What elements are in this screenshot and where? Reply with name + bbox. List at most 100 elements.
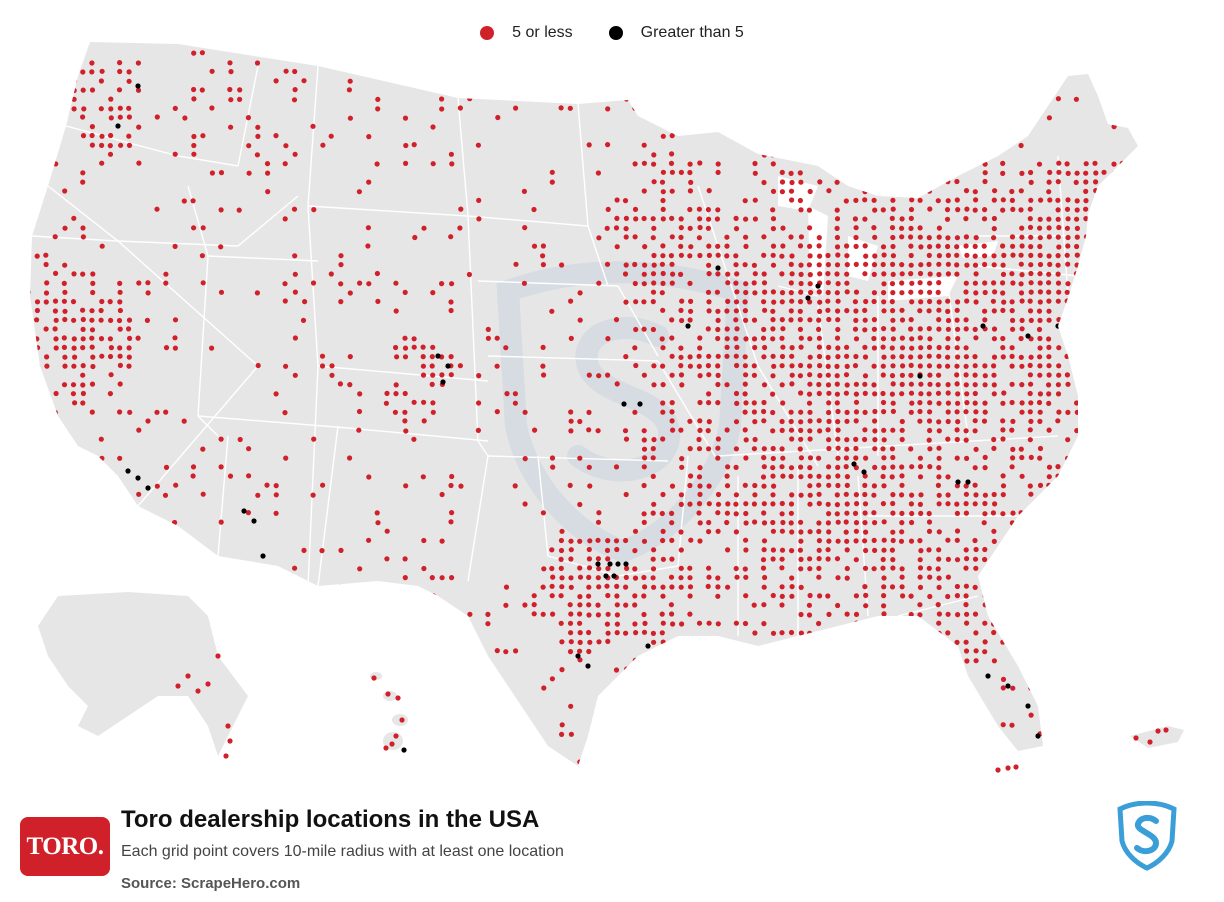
dealership-dot bbox=[991, 391, 997, 397]
dealership-dot bbox=[954, 262, 960, 268]
dealership-dot bbox=[1083, 216, 1089, 222]
dealership-dot bbox=[751, 602, 757, 608]
dealership-dot bbox=[1037, 354, 1043, 360]
dealership-dot bbox=[779, 657, 785, 663]
dealership-dot bbox=[853, 161, 859, 167]
dealership-dot bbox=[420, 354, 426, 360]
dealership-dot bbox=[1092, 308, 1099, 314]
dealership-dot bbox=[650, 50, 657, 56]
dealership-dot bbox=[816, 538, 823, 544]
dealership-dot bbox=[853, 261, 859, 267]
dealership-dot bbox=[1000, 593, 1007, 599]
dealership-dot bbox=[567, 620, 574, 626]
dealership-dot bbox=[1110, 556, 1116, 562]
dealership-dot bbox=[909, 280, 915, 286]
dealership-dot bbox=[71, 96, 77, 102]
dealership-dot bbox=[117, 280, 123, 286]
dealership-dot bbox=[1009, 584, 1016, 590]
dealership-dot bbox=[292, 372, 298, 378]
dealership-dot bbox=[982, 602, 988, 608]
dealership-dot bbox=[972, 280, 979, 286]
dealership-dot bbox=[743, 216, 749, 222]
dealership-dot bbox=[384, 528, 390, 534]
dealership-dot bbox=[844, 289, 850, 295]
dealership-dot bbox=[1000, 436, 1006, 442]
dealership-dot bbox=[816, 556, 822, 562]
dealership-dot bbox=[890, 253, 897, 259]
dealership-dot bbox=[972, 382, 978, 388]
dealership-dot bbox=[586, 556, 593, 562]
dealership-dot bbox=[954, 501, 960, 507]
dealership-dot bbox=[899, 574, 905, 580]
dealership-dot bbox=[779, 290, 786, 296]
dealership-dot bbox=[1129, 77, 1136, 83]
dealership-dot bbox=[53, 161, 59, 167]
dealership-dot bbox=[917, 280, 923, 286]
dealership-dot bbox=[116, 317, 123, 324]
dealership-dot bbox=[209, 68, 215, 74]
dealership-dot bbox=[1163, 727, 1169, 733]
dealership-dot bbox=[402, 575, 408, 581]
dealership-dot bbox=[862, 179, 868, 186]
dealership-dot bbox=[1102, 271, 1108, 277]
dealership-dot bbox=[917, 418, 923, 424]
dealership-dot bbox=[678, 243, 684, 249]
dealership-dot bbox=[126, 69, 132, 75]
dealership-dot bbox=[1025, 333, 1031, 339]
dealership-dot bbox=[917, 400, 923, 406]
dealership-dot bbox=[1110, 483, 1116, 489]
dealership-dot bbox=[540, 611, 546, 617]
dealership-dot bbox=[614, 546, 620, 553]
dealership-dot bbox=[835, 538, 841, 544]
dealership-dot bbox=[715, 648, 721, 654]
dealership-dot bbox=[945, 492, 951, 498]
dealership-dot bbox=[963, 317, 969, 323]
dealership-dot bbox=[788, 317, 794, 323]
dealership-dot bbox=[495, 114, 501, 121]
dealership-dot bbox=[945, 298, 951, 304]
dealership-dot bbox=[715, 317, 721, 323]
dealership-dot bbox=[715, 161, 721, 167]
dealership-dot bbox=[668, 160, 675, 166]
dealership-dot bbox=[863, 261, 869, 267]
dealership-dot bbox=[945, 243, 951, 250]
dealership-dot bbox=[954, 317, 960, 323]
dealership-dot bbox=[125, 468, 131, 474]
dealership-dot bbox=[494, 363, 500, 369]
dealership-dot bbox=[126, 142, 133, 148]
dealership-dot bbox=[670, 621, 676, 627]
dealership-dot bbox=[742, 482, 748, 488]
dealership-dot bbox=[624, 666, 630, 672]
dealership-dot bbox=[163, 345, 170, 351]
dealership-dot bbox=[126, 133, 132, 139]
dealership-dot bbox=[300, 317, 307, 323]
dealership-dot bbox=[1065, 455, 1071, 461]
dealership-dot bbox=[99, 160, 105, 166]
dealership-dot bbox=[863, 529, 869, 535]
dealership-dot bbox=[771, 299, 777, 305]
dealership-dot bbox=[926, 363, 933, 369]
dealership-dot bbox=[1027, 409, 1033, 415]
dealership-dot bbox=[1064, 327, 1070, 333]
dealership-dot bbox=[908, 640, 914, 646]
dealership-dot bbox=[908, 252, 914, 259]
dealership-dot bbox=[779, 528, 786, 534]
dealership-dot bbox=[117, 455, 123, 461]
dealership-dot bbox=[632, 234, 638, 240]
dealership-dot bbox=[1019, 317, 1025, 323]
dealership-dot bbox=[34, 96, 40, 102]
dealership-dot bbox=[126, 528, 132, 534]
dealership-dot bbox=[936, 611, 943, 617]
dealership-dot bbox=[771, 483, 777, 489]
dealership-dot bbox=[650, 556, 656, 562]
dealership-dot bbox=[1000, 483, 1007, 489]
dealership-dot bbox=[71, 363, 77, 369]
dealership-dot bbox=[899, 317, 906, 323]
dealership-dot bbox=[1101, 391, 1107, 397]
dealership-dot bbox=[798, 519, 804, 525]
dealership-dot bbox=[770, 161, 776, 167]
dealership-dot bbox=[35, 372, 41, 378]
dealership-dot bbox=[356, 583, 363, 590]
dealership-dot bbox=[1037, 252, 1043, 258]
dealership-dot bbox=[568, 731, 575, 737]
